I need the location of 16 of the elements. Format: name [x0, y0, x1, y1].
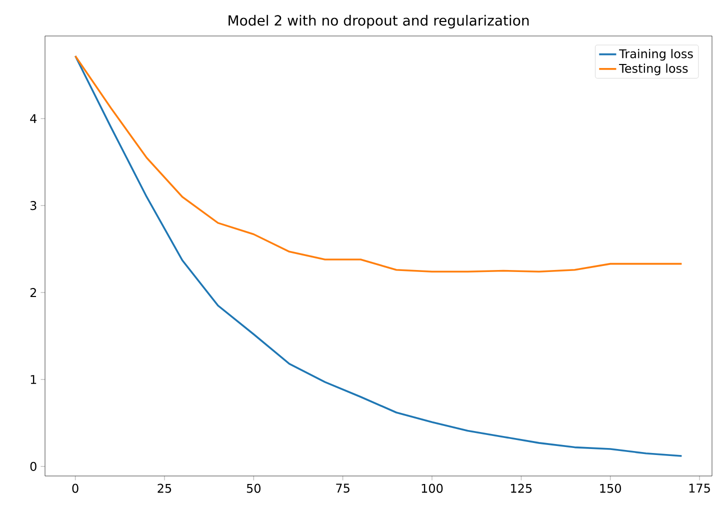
chart-title: Model 2 with no dropout and regularization [228, 14, 529, 28]
x-tick-label: 50 [246, 484, 260, 493]
y-tick-label: 2 [30, 288, 36, 297]
legend-label: Training loss [619, 48, 693, 61]
legend-label: Testing loss [619, 64, 688, 76]
y-tick-label: 0 [30, 462, 36, 471]
y-tick-label: 4 [30, 114, 37, 123]
y-tick-label: 3 [30, 201, 36, 210]
x-tick-label: 100 [422, 484, 443, 493]
x-tick-label: 0 [72, 484, 78, 493]
x-tick-label: 125 [511, 484, 532, 493]
x-tick-label: 25 [158, 484, 172, 493]
x-tick-label: 175 [689, 484, 710, 493]
x-tick-label: 75 [336, 484, 350, 493]
x-tick-label: 150 [600, 484, 621, 493]
y-tick-label: 1 [30, 375, 36, 384]
